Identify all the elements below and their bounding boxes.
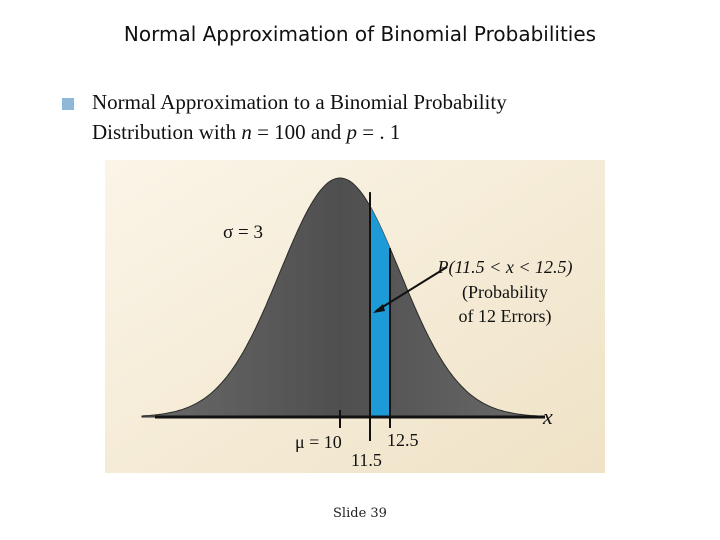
bullet-text-line1: Normal Approximation to a Binomial Proba… [92,90,507,114]
tick-label-12-5: 12.5 [387,430,419,450]
probability-label: P(11.5 < x < 12.5) [437,257,573,278]
tick-label-11-5: 11.5 [351,450,382,470]
pointer-arrow-line [375,266,448,312]
distribution-text: Distribution with [92,120,242,144]
n-symbol: n [241,120,252,144]
probability-note-line2: of 12 Errors) [459,306,552,327]
probability-note-line1: (Probability [462,282,548,303]
normal-curve-svg: σ = 3 P(11.5 < x < 12.5) (Probability of… [105,160,605,473]
normal-curve-figure: σ = 3 P(11.5 < x < 12.5) (Probability of… [105,160,605,473]
x-axis-label: x [542,404,553,429]
n-value: = 100 and [251,120,347,144]
bullet-text-line2: Distribution with n = 100 and p = . 1 [92,120,400,145]
bullet-icon [62,98,74,110]
p-symbol: p [346,120,358,144]
pointer-arrow-head [373,304,385,313]
p-value: = . 1 [357,120,401,144]
shaded-probability-region [370,178,390,417]
sigma-label: σ = 3 [223,222,263,243]
normal-curve [141,177,539,418]
slide-number: Slide 39 [333,506,387,521]
mean-label: μ = 10 [295,432,342,452]
slide-title: Normal Approximation of Binomial Probabi… [123,22,597,46]
